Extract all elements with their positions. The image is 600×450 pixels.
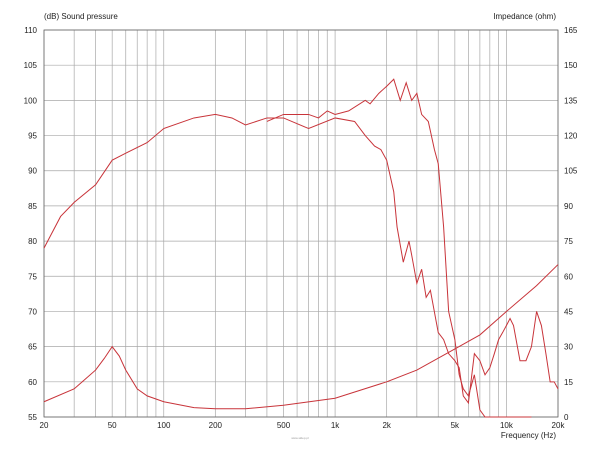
y-left-tick-label-8: 95 <box>28 132 37 141</box>
y-right-tick-label-1: 15 <box>564 378 573 387</box>
x-axis-ticks: 20 50 100 200 500 1k 2k 5k 10k 20k <box>40 421 566 430</box>
y-right-tick-label-5: 75 <box>564 237 573 246</box>
y-left-tick-label-7: 90 <box>28 167 37 176</box>
y-left-tick-label-3: 70 <box>28 307 37 316</box>
y-right-tick-label-6: 90 <box>564 202 573 211</box>
y-right-tick-label-9: 135 <box>564 96 578 105</box>
x-tick-label-9: 20k <box>552 421 566 430</box>
plot-frame <box>43 29 559 418</box>
series-line-1 <box>266 78 532 418</box>
watermark: www.sklep.pl <box>291 436 309 440</box>
y-right-tick-label-7: 105 <box>564 167 578 176</box>
x-axis-label: Frequency (Hz) <box>501 431 556 440</box>
y-left-tick-label-2: 65 <box>28 343 37 352</box>
y-left-tick-label-5: 80 <box>28 237 37 246</box>
y-left-tick-label-10: 105 <box>24 61 38 70</box>
right-axis-label: Impedance (ohm) <box>493 12 556 21</box>
y-right-tick-label-0: 0 <box>564 413 569 422</box>
x-tick-label-7: 5k <box>451 421 460 430</box>
y-left-tick-label-1: 60 <box>28 378 37 387</box>
x-tick-label-3: 200 <box>209 421 223 430</box>
left-axis-label: (dB) Sound pressure <box>44 12 118 21</box>
x-tick-label-1: 50 <box>108 421 117 430</box>
x-tick-label-8: 10k <box>500 421 514 430</box>
left-axis-ticks: 55 60 65 70 75 80 85 90 95 100 105 110 <box>24 26 38 422</box>
x-tick-label-4: 500 <box>277 421 291 430</box>
x-tick-label-0: 20 <box>40 421 49 430</box>
y-right-tick-label-11: 165 <box>564 26 578 35</box>
y-left-tick-label-11: 110 <box>24 26 37 35</box>
right-axis-ticks: 0 15 30 45 60 75 90 105 120 135 150 165 <box>564 26 578 422</box>
y-left-tick-label-9: 100 <box>24 96 38 105</box>
x-tick-label-6: 2k <box>382 421 391 430</box>
x-tick-label-2: 100 <box>157 421 171 430</box>
y-left-tick-label-0: 55 <box>28 413 37 422</box>
y-right-tick-label-3: 45 <box>564 307 573 316</box>
y-right-tick-label-8: 120 <box>564 132 578 141</box>
series <box>43 78 559 418</box>
y-left-tick-label-4: 75 <box>28 272 37 281</box>
series-line-0 <box>43 113 559 405</box>
y-right-tick-label-4: 60 <box>564 272 573 281</box>
y-right-tick-label-10: 150 <box>564 61 578 70</box>
y-left-tick-label-6: 85 <box>28 202 37 211</box>
x-tick-label-5: 1k <box>331 421 340 430</box>
y-right-tick-label-2: 30 <box>564 343 573 352</box>
series-line-2 <box>43 264 559 410</box>
